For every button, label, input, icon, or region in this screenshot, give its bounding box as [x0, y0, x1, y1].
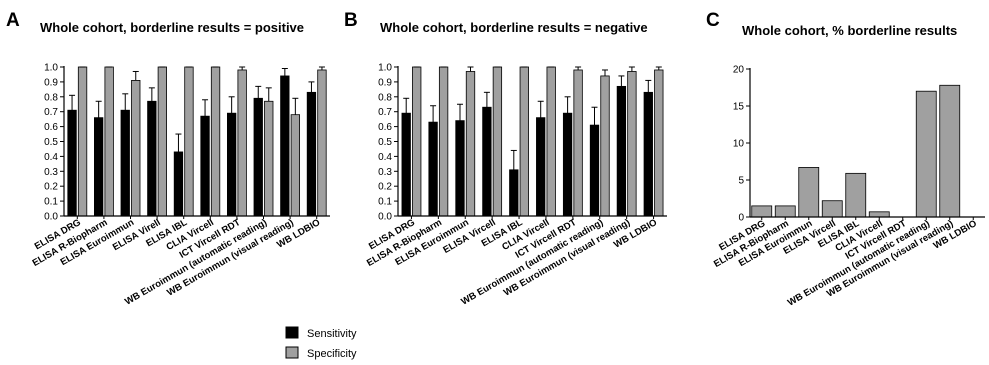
y-tick-label: 0.4 [44, 152, 58, 163]
y-tick-label: 0.2 [378, 182, 392, 193]
bar-specificity [131, 80, 141, 217]
y-tick-label: 0.7 [44, 107, 58, 118]
bar-specificity [77, 66, 88, 217]
bar-specificity [438, 66, 449, 217]
bar-specificity [157, 66, 168, 217]
bar-sensitivity [200, 115, 210, 217]
bar-sensitivity [173, 151, 184, 217]
bar-specificity [465, 71, 476, 217]
y-tick-label: 0.1 [44, 197, 58, 208]
bar-specificity [654, 69, 664, 217]
panel-title: Whole cohort, % borderline results [742, 23, 957, 38]
y-tick-label: 5 [738, 176, 744, 187]
bar-sensitivity [536, 117, 546, 217]
bar-specificity [317, 69, 327, 217]
panel-letter: B [344, 10, 358, 31]
bar-specificity [627, 71, 637, 217]
y-tick-label: 0.9 [44, 77, 58, 88]
bar-sensitivity [67, 109, 77, 217]
bar-specificity [573, 69, 583, 217]
bar-sensitivity [616, 85, 627, 217]
y-tick-label: 0.0 [44, 212, 58, 223]
bar-specificity [546, 66, 556, 217]
y-tick-label: 1.0 [44, 63, 58, 74]
bar-sensitivity [428, 121, 438, 217]
y-tick-label: 0.8 [44, 92, 58, 103]
legend-label-specificity: Specificity [307, 348, 357, 360]
bar-specificity [264, 100, 274, 217]
bar-sensitivity [147, 100, 157, 217]
y-tick-label: 20 [733, 65, 745, 76]
bar-borderline [798, 167, 820, 218]
y-tick-label: 0.3 [44, 167, 58, 178]
bar-sensitivity [562, 112, 573, 217]
legend-swatch-specificity [285, 346, 299, 359]
y-tick-label: 0.8 [378, 92, 392, 103]
y-tick-label: 10 [733, 139, 745, 150]
bar-specificity [492, 66, 503, 217]
legend-label-sensitivity: Sensitivity [307, 328, 357, 340]
y-tick-label: 0.1 [378, 197, 392, 208]
panel-title: Whole cohort, borderline results = negat… [380, 20, 648, 35]
bar-borderline [821, 200, 843, 218]
legend-swatch-sensitivity [285, 326, 299, 339]
bar-sensitivity [120, 109, 130, 217]
bar-specificity [519, 66, 529, 217]
panel-letter: C [706, 10, 720, 31]
bar-specificity [184, 66, 194, 217]
bar-sensitivity [482, 106, 492, 217]
y-tick-label: 0.7 [378, 107, 392, 118]
panel-title: Whole cohort, borderline results = posit… [40, 20, 304, 35]
bar-sensitivity [589, 124, 600, 217]
bar-sensitivity [455, 120, 465, 217]
y-tick-label: 0.3 [378, 167, 392, 178]
y-tick-label: 0.2 [44, 182, 58, 193]
bar-specificity [104, 66, 114, 217]
bar-sensitivity [253, 97, 263, 217]
y-tick-label: 0.6 [44, 122, 58, 133]
panel-b: B Whole cohort, borderline results = neg… [344, 10, 667, 308]
bar-specificity [210, 66, 221, 217]
bar-borderline [915, 90, 937, 218]
bar-sensitivity [94, 117, 104, 217]
bar-specificity [290, 114, 301, 217]
bar-sensitivity [306, 91, 317, 217]
bar-sensitivity [226, 112, 237, 217]
y-tick-label: 0.4 [378, 152, 392, 163]
bar-sensitivity [509, 169, 519, 217]
panel-letter: A [6, 10, 20, 31]
y-tick-label: 0.5 [44, 137, 58, 148]
y-tick-label: 0.6 [378, 122, 392, 133]
y-tick-label: 0.5 [378, 137, 392, 148]
bar-borderline [939, 84, 961, 218]
legend: Sensitivity Specificity [285, 326, 357, 360]
bar-specificity [412, 66, 422, 217]
panel-c: C Whole cohort, % borderline results 0 5 1… [706, 10, 985, 309]
y-tick-label: 1.0 [378, 63, 392, 74]
bar-borderline [868, 211, 890, 218]
y-tick-label: 15 [733, 102, 745, 113]
bar-specificity [237, 69, 247, 217]
y-tick-label: 0.0 [378, 212, 392, 223]
y-tick-label: 0 [738, 213, 744, 224]
bar-sensitivity [280, 75, 290, 217]
bar-borderline [774, 205, 796, 218]
y-tick-label: 0.9 [378, 77, 392, 88]
bar-borderline [751, 205, 773, 218]
bar-specificity [600, 75, 610, 217]
bar-sensitivity [401, 112, 411, 217]
bar-sensitivity [643, 91, 653, 217]
bar-borderline [845, 172, 867, 218]
panel-a: A Whole cohort, borderline results = pos… [6, 10, 330, 308]
